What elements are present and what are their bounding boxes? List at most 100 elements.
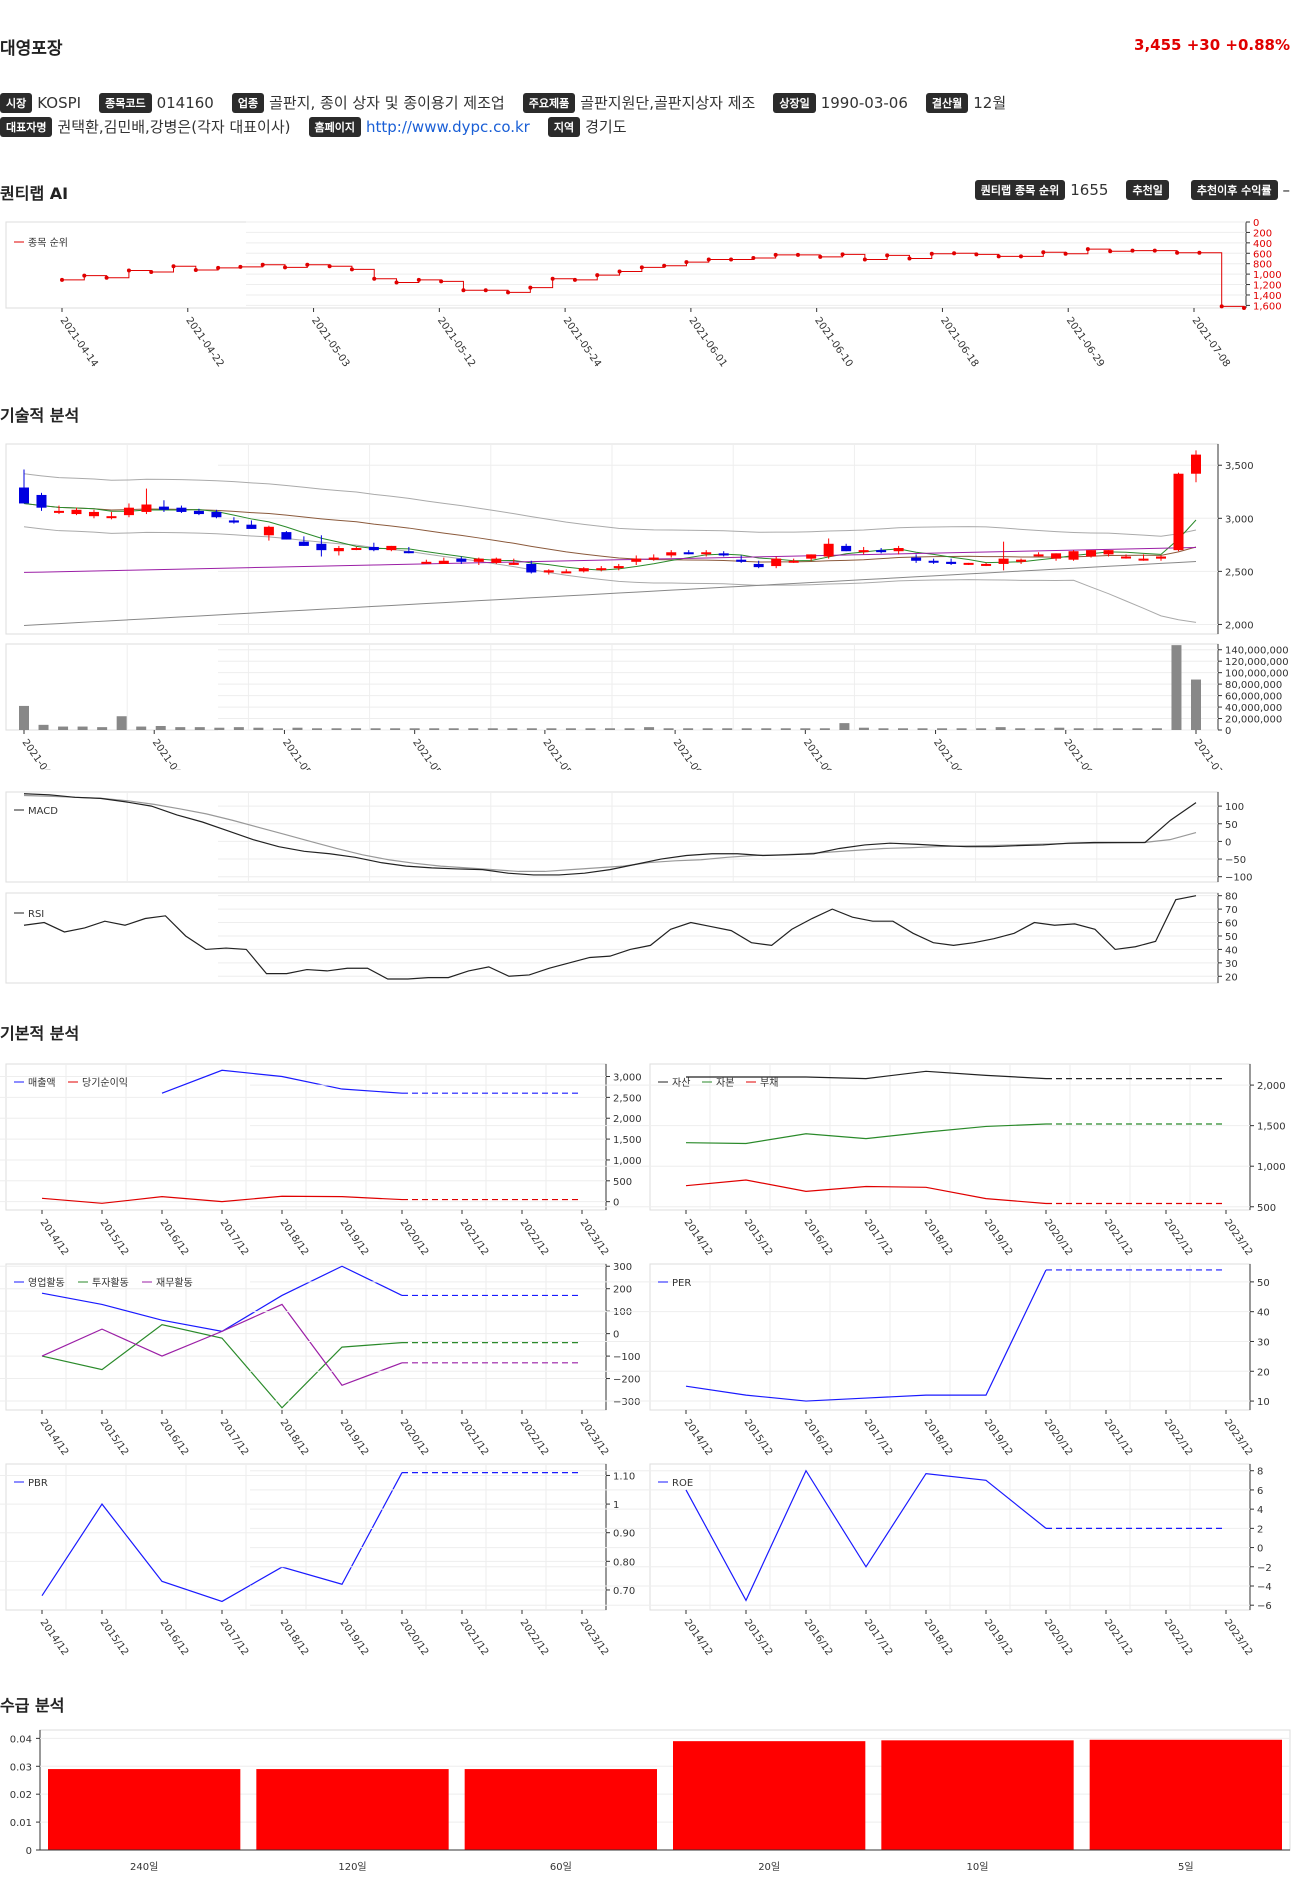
sales-x-tick-label: 2019/12 <box>338 1217 371 1257</box>
candle-body <box>473 558 484 562</box>
volume-bar <box>1015 728 1026 730</box>
volume-bar <box>409 728 420 730</box>
section-title-technical: 기술적 분석 <box>0 406 80 425</box>
per-x-tick-label: 2020/12 <box>1042 1417 1075 1457</box>
rank-point <box>1041 250 1046 255</box>
sales-x-tick-label: 2021/12 <box>458 1217 491 1257</box>
candle-body <box>1173 473 1184 551</box>
supply-x-tick-label: 60일 <box>550 1861 572 1873</box>
rank-point <box>929 251 934 256</box>
homepage-label: 홈페이지 <box>308 116 361 137</box>
balance-legend-label: 자산 <box>672 1077 690 1089</box>
volume-x-tick-label: 2021-06-29 <box>1061 737 1103 770</box>
candle-body <box>963 562 974 565</box>
volume-bar <box>1093 728 1104 730</box>
volume-bar <box>136 726 147 730</box>
cashflow-legend-label: 투자활동 <box>92 1276 129 1289</box>
sales-x-tick-label: 2014/12 <box>38 1217 71 1257</box>
volume-bar <box>995 727 1006 730</box>
candle-body <box>911 557 922 561</box>
rank-point <box>1018 254 1023 259</box>
candle-body <box>1016 559 1027 562</box>
rank-y-tick-label: 400 <box>1253 239 1272 250</box>
roe-y-tick-label: 0 <box>1257 1544 1263 1555</box>
macd-y-tick-label: 100 <box>1225 802 1244 813</box>
pbr-x-tick-label: 2021/12 <box>458 1617 491 1657</box>
volume-bar <box>565 728 576 730</box>
balance-liabilities-line <box>685 1179 1047 1205</box>
candle-body <box>998 558 1009 564</box>
homepage-link[interactable]: http://www.dypc.co.kr <box>365 117 530 136</box>
rank-x-tick-label: 2021-05-03 <box>309 315 351 368</box>
volume-bar <box>19 705 29 730</box>
per-y-tick-label: 20 <box>1257 1367 1270 1378</box>
supply-y-tick-label: 0 <box>26 1846 32 1857</box>
rank-point <box>595 273 600 278</box>
per-x-tick-label: 2015/12 <box>742 1417 775 1457</box>
rec-return-label: 추천이후 수익률 <box>1190 180 1278 200</box>
candle-body <box>88 511 99 517</box>
candle-body <box>648 557 659 560</box>
rank-point <box>193 267 198 272</box>
balance-x-tick-label: 2023/12 <box>1222 1217 1255 1257</box>
volume-x-tick-label: 2021-06-01 <box>671 737 713 770</box>
rank-point <box>126 268 131 273</box>
supply-y-tick-label: 0.01 <box>10 1818 32 1829</box>
per-y-tick-label: 30 <box>1257 1337 1270 1348</box>
candle-body <box>666 552 677 556</box>
roe-y-tick-label: 8 <box>1257 1467 1263 1478</box>
volume-bar <box>292 727 303 730</box>
macd-legend-label: MACD <box>28 806 58 817</box>
price-ma60 <box>23 547 1197 573</box>
cashflow-y-tick-label: −300 <box>613 1397 640 1408</box>
roe-y-tick-label: −4 <box>1257 1582 1272 1593</box>
pbr-y-tick-label: 0.70 <box>613 1586 635 1597</box>
price-lower-band <box>23 526 1197 623</box>
industry-value: 골판지, 종이 상자 및 종이용기 제조업 <box>269 94 505 112</box>
price-y-tick-label: 3,000 <box>1225 514 1254 525</box>
volume-bar <box>351 728 362 730</box>
candle-body <box>981 563 992 566</box>
price-ma20 <box>23 502 1197 563</box>
candle-body <box>368 546 379 551</box>
rank-point <box>372 276 377 281</box>
rsi-y-tick-label: 60 <box>1225 919 1238 930</box>
rank-point <box>260 262 265 267</box>
sales-y-tick-label: 3,000 <box>613 1073 642 1084</box>
macd-y-tick-label: 0 <box>1225 837 1231 848</box>
rsi-legend-label: RSI <box>28 909 44 920</box>
sales-y-tick-label: 2,000 <box>613 1114 642 1125</box>
volume-bar <box>331 728 342 730</box>
rank-x-tick-label: 2021-06-29 <box>1064 315 1106 368</box>
candle-body <box>333 548 344 552</box>
roe-y-tick-label: 2 <box>1257 1524 1263 1535</box>
rank-point <box>840 252 845 257</box>
volume-y-tick-label: 100,000,000 <box>1225 669 1289 680</box>
volume-bar <box>956 728 967 730</box>
rank-y-tick-label: 800 <box>1253 260 1272 271</box>
per-x-tick-label: 2016/12 <box>802 1417 835 1457</box>
candle-body <box>526 563 537 573</box>
pbr-values-line <box>41 1472 403 1603</box>
volume-bar <box>605 728 615 730</box>
candle-body <box>211 511 222 518</box>
candle-body <box>456 558 467 562</box>
roe-x-tick-label: 2021/12 <box>1102 1617 1135 1657</box>
volume-bar <box>1034 728 1045 730</box>
rank-legend-label: 종목 순위 <box>28 236 68 249</box>
industry-label: 업종 <box>231 92 265 113</box>
candle-body <box>106 516 117 519</box>
price-quote: 3,455 +30 +0.88% <box>1134 36 1290 54</box>
supply-x-tick-label: 120일 <box>338 1861 366 1873</box>
volume-bar <box>175 727 186 730</box>
price-y-tick-label: 2,000 <box>1225 620 1254 631</box>
roe-x-tick-label: 2019/12 <box>982 1617 1015 1657</box>
candle-body <box>858 550 869 553</box>
fundamental-charts-row-1: 0 500 1,000 1,500 2,000 2,500 3,000 매출액 당기순이익 201… <box>0 1063 1286 1258</box>
cashflow-x-tick-label: 2018/12 <box>278 1417 311 1457</box>
volume-bar <box>663 728 674 730</box>
candle-body <box>736 559 747 562</box>
per-x-tick-label: 2021/12 <box>1102 1417 1135 1457</box>
rank-point <box>572 277 577 282</box>
